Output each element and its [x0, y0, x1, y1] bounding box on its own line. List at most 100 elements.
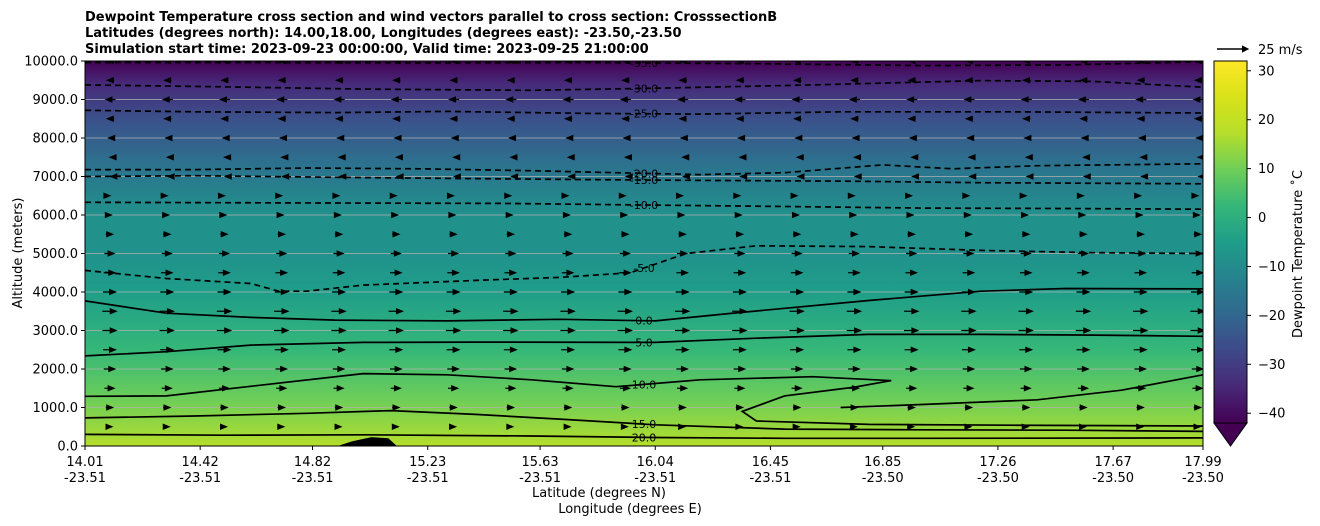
- x-tick-label-lat: 15.63: [521, 455, 558, 470]
- wind-vector: [333, 211, 342, 219]
- wind-vector: [677, 96, 689, 103]
- wind-vector: [674, 327, 691, 334]
- wind-vector: [681, 154, 690, 161]
- wind-vector: [790, 346, 805, 353]
- colorbar-tick-label: −20: [1258, 309, 1285, 324]
- title-line-2: Latitudes (degrees north): 14.00,18.00, …: [85, 26, 682, 41]
- wind-vector: [904, 288, 919, 296]
- wind-vector: [162, 423, 171, 430]
- y-tick-label: 0.0: [57, 440, 78, 455]
- wind-vector: [160, 288, 175, 296]
- wind-vector: [678, 115, 687, 122]
- wind-vector: [562, 211, 571, 219]
- wind-vector: [1135, 96, 1147, 103]
- wind-vector: [504, 365, 518, 373]
- wind-vector: [907, 423, 916, 430]
- wind-vector: [105, 231, 115, 238]
- x-axis-label-latitude: Latitude (degrees N): [532, 486, 666, 501]
- wind-vector: [103, 192, 112, 199]
- x-tick-label-lon: -23.51: [519, 471, 561, 486]
- wind-vector: [734, 385, 746, 392]
- wind-vector: [908, 134, 917, 142]
- wind-vector: [1193, 115, 1203, 122]
- wind-vector: [1078, 211, 1087, 219]
- wind-vector: [562, 385, 574, 392]
- wind-vector: [391, 211, 400, 219]
- wind-vector: [1079, 115, 1088, 122]
- wind-vector: [166, 173, 175, 180]
- wind-vector: [1196, 154, 1203, 160]
- wind-vector: [449, 77, 458, 84]
- colorbar-label: Dewpoint Temperature ˚C: [1290, 170, 1306, 338]
- wind-vector: [503, 288, 518, 296]
- y-tick-label: 3000.0: [33, 324, 79, 339]
- wind-vector: [849, 423, 858, 430]
- wind-vector: [964, 77, 974, 84]
- wind-vector: [621, 61, 630, 65]
- wind-vector: [104, 211, 113, 219]
- contour-line-5: [85, 333, 1203, 357]
- wind-vector: [216, 308, 233, 315]
- wind-vector: [790, 192, 799, 199]
- wind-vector: [1079, 77, 1088, 84]
- wind-vector: [334, 404, 344, 411]
- x-tick-label-lat: 14.42: [182, 455, 219, 470]
- wind-vector: [218, 96, 231, 103]
- wind-vector: [563, 423, 572, 430]
- y-tick-label: 5000.0: [33, 247, 79, 262]
- quiver-key: 25 m/s: [1217, 43, 1303, 58]
- wind-vector: [1025, 173, 1034, 180]
- wind-vector: [678, 231, 687, 238]
- wind-vector: [563, 77, 573, 84]
- wind-vector: [506, 404, 516, 411]
- wind-vector: [1191, 192, 1200, 199]
- x-tick-label-lat: 16.04: [637, 455, 674, 470]
- x-tick-label-lon: -23.50: [977, 471, 1019, 486]
- y-tick-label: 2000.0: [33, 363, 79, 378]
- wind-vector: [1080, 134, 1089, 142]
- wind-vector: [794, 134, 803, 142]
- wind-vector: [907, 231, 916, 238]
- contour-label: 15.0: [632, 418, 657, 431]
- wind-vector: [791, 211, 800, 219]
- wind-vector: [277, 61, 286, 65]
- wind-vector: [277, 115, 286, 122]
- wind-vector: [504, 269, 518, 276]
- x-tick-label-lat: 14.01: [66, 455, 103, 470]
- wind-vector: [962, 365, 976, 373]
- wind-vector: [105, 77, 115, 84]
- wind-vector: [509, 154, 518, 161]
- wind-vector: [732, 346, 747, 353]
- wind-vector: [1079, 404, 1088, 411]
- wind-vector: [734, 96, 746, 103]
- terrain-shape: [337, 437, 397, 446]
- wind-vector: [220, 231, 229, 238]
- wind-vector: [334, 77, 344, 84]
- contour-line-minus10: [85, 201, 1203, 211]
- wind-vector: [848, 269, 861, 276]
- wind-vector: [280, 154, 289, 161]
- x-tick-label-lat: 17.26: [979, 455, 1016, 470]
- wind-vector: [848, 365, 861, 373]
- wind-vector: [1136, 115, 1145, 122]
- wind-vector: [621, 77, 630, 84]
- wind-vector: [563, 61, 573, 65]
- wind-vector: [563, 231, 573, 238]
- wind-vector: [452, 154, 461, 161]
- wind-vector: [217, 192, 226, 199]
- chart-title: Dewpoint Temperature cross section and w…: [85, 10, 777, 57]
- contour-lines: -35.0 -30.0 -25.0 -20.0-15.0 -10.0 -5.0 0.0 5.0…: [85, 61, 1203, 444]
- wind-vector: [733, 192, 742, 199]
- wind-vector: [1136, 423, 1145, 430]
- wind-vector: [964, 423, 973, 430]
- wind-vector: [333, 96, 345, 103]
- wind-vector: [1191, 288, 1203, 296]
- wind-vector: [449, 231, 458, 238]
- title-line-3: Simulation start time: 2023-09-23 00:00:…: [85, 42, 649, 57]
- wind-vector: [1136, 61, 1145, 65]
- wind-vector: [734, 211, 743, 219]
- wind-vector: [506, 115, 516, 122]
- x-tick-label-lon: -23.51: [292, 471, 334, 486]
- wind-vector: [732, 288, 747, 296]
- wind-vector: [391, 423, 400, 430]
